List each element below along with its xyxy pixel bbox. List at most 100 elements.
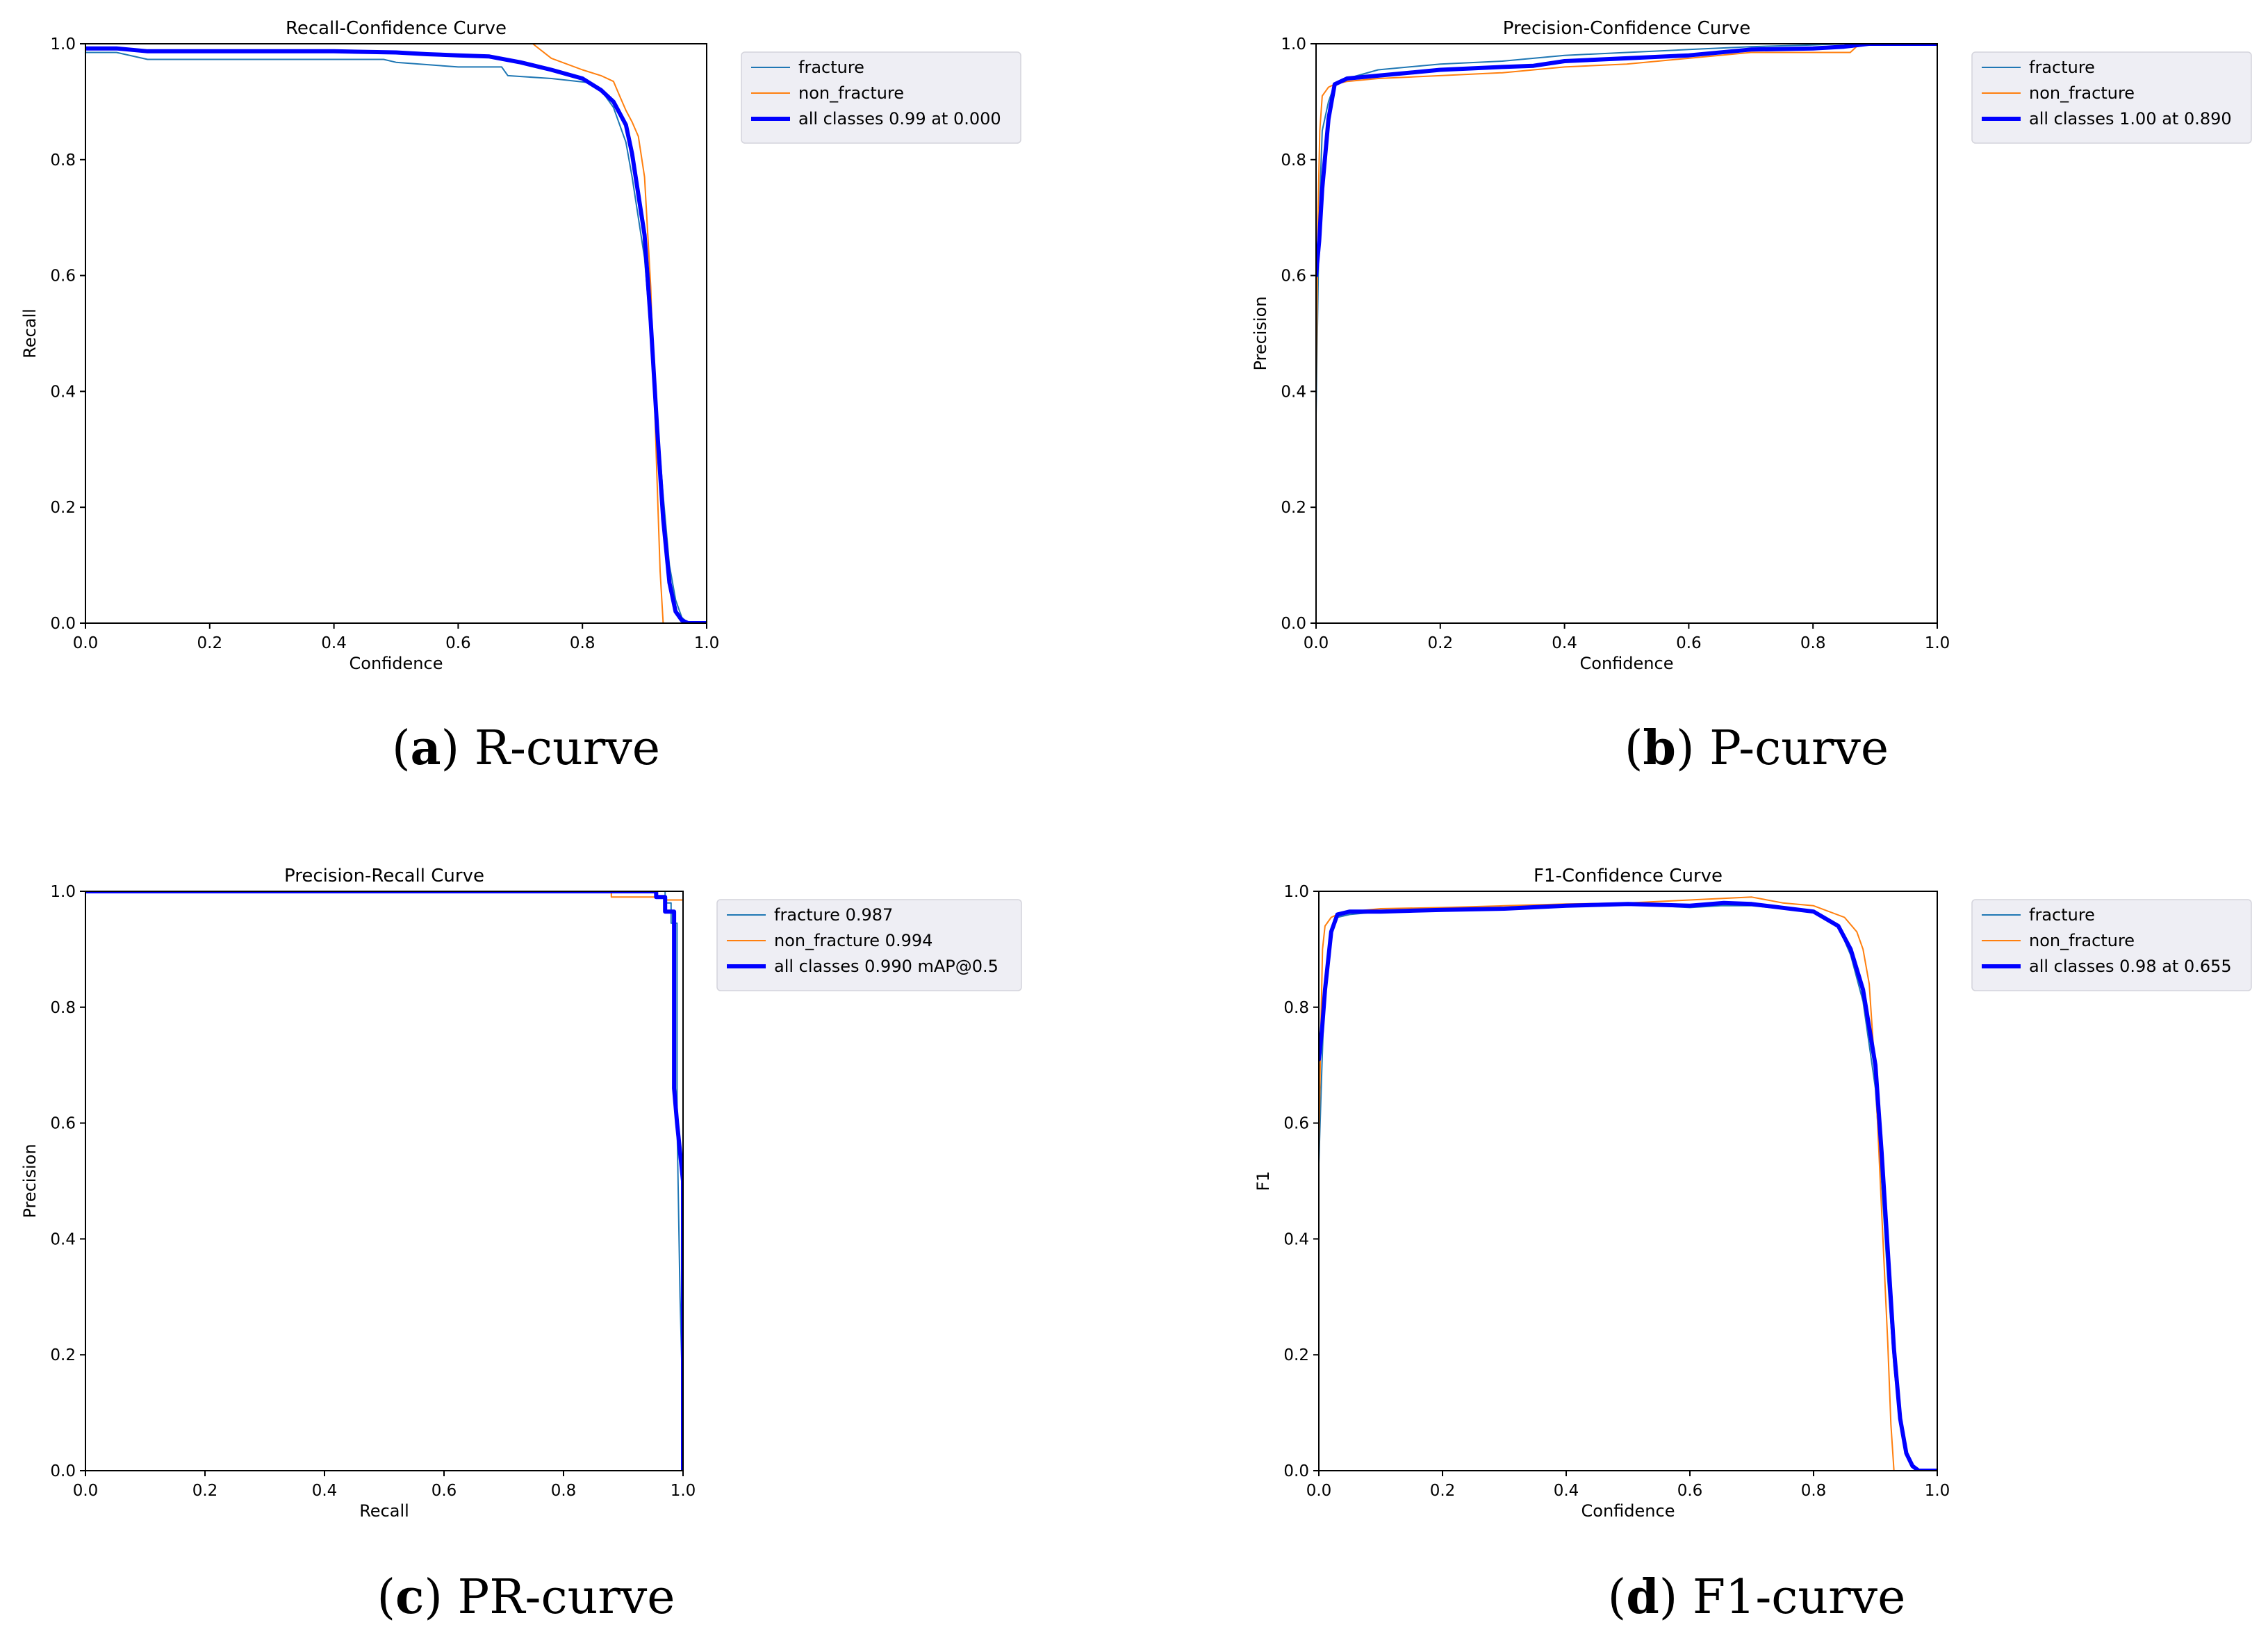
legend-entry: all classes 0.99 at 0.000: [798, 109, 1001, 129]
chart-title: Precision-Confidence Curve: [1503, 18, 1751, 39]
x-tick-label: 1.0: [1925, 1482, 1950, 1500]
legend-entry: non_fracture 0.994: [774, 931, 932, 950]
legend-entry: all classes 0.98 at 0.655: [2029, 957, 2232, 976]
y-tick-label: 0.4: [50, 383, 76, 401]
y-tick-label: 0.0: [1283, 1462, 1309, 1480]
x-tick-label: 0.4: [312, 1482, 338, 1500]
panel-caption: (a) R-curve: [392, 720, 660, 776]
legend-entry: non_fracture: [2029, 83, 2135, 103]
chart-panel-1: 0.0 0.2 0.4 0.6 0.8 1.0 0.0 0.2 0.4 0.6 0.8 1.0 Reca…: [20, 18, 1021, 776]
y-tick-label: 0.2: [50, 499, 76, 517]
y-tick-label: 0.6: [1281, 267, 1306, 286]
legend: fracture 0.987 non_fracture 0.994 all clas…: [716, 899, 1022, 991]
x-tick-label: 0.2: [1428, 634, 1454, 652]
y-tick-label: 0.4: [50, 1230, 76, 1248]
panel-caption: (b) P-curve: [1625, 720, 1889, 776]
legend-entry: all classes 0.990 mAP@0.5: [774, 957, 999, 976]
legend-entry: fracture 0.987: [774, 905, 893, 925]
y-tick-label: 0.2: [1281, 499, 1306, 517]
y-axis-label: Recall: [20, 308, 40, 358]
chart-panel-2: 0.0 0.2 0.4 0.6 0.8 1.0 0.0 0.2 0.4 0.6 0.8 1.0 Prec…: [1251, 18, 2252, 776]
x-tick-label: 0.4: [1554, 1482, 1579, 1500]
chart-panel-4: 0.0 0.2 0.4 0.6 0.8 1.0 0.0 0.2 0.4 0.6 0.8 1.0 F1-C…: [1254, 866, 2252, 1625]
x-tick-label: 0.0: [1304, 634, 1329, 652]
series-line-3: [1316, 44, 1937, 278]
plot-area: [1319, 896, 1937, 1471]
y-tick-label: 0.8: [50, 151, 76, 170]
chart-title: F1-Confidence Curve: [1534, 866, 1723, 886]
legend-entry: fracture: [2029, 905, 2095, 925]
axes-frame: [85, 891, 684, 1471]
legend-entry: fracture: [2029, 58, 2095, 77]
panel-caption: (c) PR-curve: [377, 1569, 675, 1625]
x-tick-label: 0.8: [551, 1482, 577, 1500]
axes-frame: [85, 43, 707, 624]
x-tick-label: 0.4: [1552, 634, 1577, 652]
y-tick-label: 1.0: [1283, 883, 1309, 901]
series-line-3: [85, 891, 683, 1471]
plot-area: [1316, 44, 1937, 415]
y-tick-label: 1.0: [50, 883, 76, 901]
y-tick-label: 0.6: [50, 1115, 76, 1133]
series-line-3: [1319, 900, 1937, 1471]
chart-title: Precision-Recall Curve: [284, 866, 484, 886]
legend-entry: non_fracture: [2029, 931, 2135, 950]
y-tick-label: 0.8: [1283, 999, 1309, 1017]
y-tick-label: 1.0: [1281, 35, 1306, 53]
x-tick-label: 0.6: [432, 1482, 457, 1500]
legend-entry: non_fracture: [798, 83, 904, 103]
y-tick-label: 0.6: [1283, 1115, 1309, 1133]
x-tick-label: 1.0: [671, 1482, 696, 1500]
y-tick-label: 0.2: [50, 1346, 76, 1364]
x-tick-label: 0.8: [570, 634, 595, 652]
y-axis-label: Precision: [20, 1143, 40, 1218]
y-tick-label: 0.2: [1283, 1346, 1309, 1364]
x-tick-label: 0.2: [197, 634, 223, 652]
x-tick-label: 0.8: [1801, 1482, 1827, 1500]
y-tick-label: 0.0: [50, 1462, 76, 1480]
y-tick-label: 0.0: [1281, 615, 1306, 633]
axes-frame: [1318, 891, 1938, 1471]
x-tick-label: 0.4: [321, 634, 347, 652]
series-line-2: [532, 44, 664, 623]
legend-entry: all classes 1.00 at 0.890: [2029, 109, 2232, 129]
series-line-2: [1316, 44, 1937, 393]
y-axis-label: F1: [1254, 1171, 1273, 1191]
panel-caption: (d) F1-curve: [1608, 1569, 1906, 1625]
x-axis-label: Confidence: [1581, 1501, 1675, 1521]
y-tick-label: 0.8: [1281, 151, 1306, 170]
x-tick-label: 0.6: [1677, 1482, 1703, 1500]
x-tick-label: 0.0: [73, 1482, 99, 1500]
legend-box: [716, 899, 1022, 991]
legend-entry: fracture: [798, 58, 864, 77]
legend-box: [1971, 51, 2252, 144]
y-tick-label: 1.0: [50, 35, 76, 53]
x-axis-label: Confidence: [1580, 654, 1674, 673]
y-axis-label: Precision: [1251, 296, 1270, 370]
legend-box: [741, 51, 1021, 144]
y-tick-label: 0.4: [1281, 383, 1306, 401]
legend-box: [1971, 899, 2252, 991]
x-tick-label: 0.8: [1800, 634, 1826, 652]
x-tick-label: 0.2: [1430, 1482, 1456, 1500]
chart-panel-3: 0.0 0.2 0.4 0.6 0.8 1.0 0.0 0.2 0.4 0.6 0.8 1.0 Prec…: [20, 866, 1022, 1625]
x-tick-label: 1.0: [1925, 634, 1950, 652]
y-tick-label: 0.6: [50, 267, 76, 286]
series-line-3: [85, 46, 707, 623]
x-tick-label: 0.2: [192, 1482, 218, 1500]
x-tick-label: 1.0: [694, 634, 720, 652]
axes-frame: [1315, 43, 1938, 624]
x-tick-label: 0.0: [1306, 1482, 1332, 1500]
x-tick-label: 0.6: [1676, 634, 1702, 652]
x-axis-label: Recall: [359, 1501, 409, 1521]
series-line-1: [1316, 44, 1937, 415]
chart-title: Recall-Confidence Curve: [286, 18, 507, 39]
x-tick-label: 0.6: [445, 634, 471, 652]
y-tick-label: 0.4: [1283, 1230, 1309, 1248]
x-axis-label: Confidence: [350, 654, 443, 673]
plot-area: [85, 891, 683, 1471]
